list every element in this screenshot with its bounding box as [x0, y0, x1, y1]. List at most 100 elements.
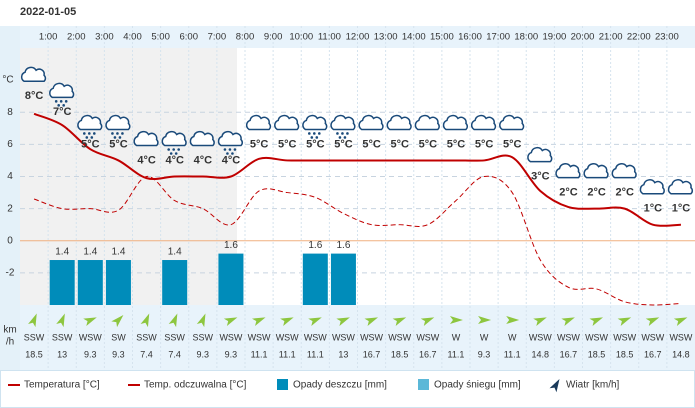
- wind-direction: SSW: [193, 332, 214, 342]
- rain-label: 1.4: [55, 247, 69, 258]
- cloud: [442, 114, 468, 131]
- wind-speed: 18.5: [616, 349, 634, 359]
- axis-band: [0, 26, 20, 370]
- wind-direction: W: [508, 332, 517, 342]
- y-tick-label: 6: [7, 139, 13, 150]
- wind-direction: WSW: [416, 332, 439, 342]
- wind-arrow: [336, 317, 350, 326]
- rain-drop: [310, 136, 314, 139]
- wind-direction: WSW: [304, 332, 327, 342]
- wind-arrow: [645, 317, 660, 326]
- cloud: [274, 114, 300, 131]
- rain-drop: [59, 100, 63, 103]
- weather-icon: [499, 114, 525, 131]
- cloud: [611, 163, 637, 179]
- legend-swatch: [549, 378, 560, 393]
- temperature-label: 2°C: [559, 187, 578, 199]
- hour-label: 5:00: [151, 32, 170, 43]
- temperature-label: 5°C: [306, 138, 325, 150]
- wind-speed: 14.8: [672, 349, 690, 359]
- hour-label: 21:00: [599, 32, 623, 43]
- hour-label: 1:00: [39, 32, 58, 43]
- weather-icon: [189, 130, 215, 147]
- cloud: [245, 114, 272, 131]
- rain-drop: [85, 136, 89, 139]
- wind-speed: 13: [338, 349, 348, 359]
- wind-speed: 11.1: [448, 349, 465, 359]
- cloud: [161, 130, 187, 147]
- weather-icon: [133, 130, 159, 147]
- wind-direction: WSW: [276, 332, 299, 342]
- temperature-label: 5°C: [475, 138, 494, 150]
- cloud: [639, 179, 665, 195]
- rain-bar: [218, 253, 244, 305]
- wind-speed: 18.5: [588, 349, 606, 359]
- wind-speed: 16.7: [644, 349, 662, 359]
- wind-arrow: [28, 313, 37, 328]
- weather-icon: [20, 66, 47, 82]
- cloud: [499, 114, 525, 131]
- wind-direction: WSW: [360, 332, 383, 342]
- feels-like-line: [33, 175, 681, 306]
- hour-label: 3:00: [95, 32, 114, 43]
- wind-direction: WSW: [219, 332, 242, 342]
- hour-label: 15:00: [430, 32, 454, 43]
- legend-box: [0, 370, 695, 408]
- rain-label: 1.4: [168, 247, 182, 258]
- rain-drop: [226, 152, 229, 155]
- hour-label: 12:00: [346, 32, 370, 43]
- temperature-label: 5°C: [447, 138, 466, 150]
- temperature-label: 4°C: [137, 154, 156, 166]
- rain-drop: [341, 132, 344, 135]
- weather-icon: [583, 163, 609, 179]
- rain-drop: [54, 100, 58, 103]
- wind-speed: 7.4: [168, 349, 181, 359]
- rain-drop: [118, 136, 122, 139]
- wind-arrow: [280, 317, 294, 326]
- wind-arrow: [140, 313, 150, 328]
- wind-arrow: [56, 313, 65, 328]
- rain-label: 1.4: [111, 247, 125, 258]
- rain-drop: [113, 136, 117, 139]
- wind-direction: WSW: [79, 332, 102, 342]
- cloud: [667, 179, 693, 195]
- cloud: [49, 82, 75, 99]
- rain-drop: [169, 152, 173, 155]
- temperature-label: 8°C: [25, 90, 44, 102]
- weather-icon: [77, 114, 103, 139]
- rain-drop: [167, 148, 170, 151]
- y-tick-label: 0: [7, 235, 13, 246]
- wind-speed: 16.7: [560, 349, 578, 359]
- wind-speed: 18.5: [25, 349, 43, 359]
- wind-speed: 14.8: [532, 349, 550, 359]
- wind-speed: 9.3: [84, 349, 97, 359]
- legend-label: Temp. odczuwalna [°C]: [144, 380, 247, 391]
- hour-label: 20:00: [571, 32, 595, 43]
- rain-drop: [233, 148, 237, 151]
- wind-arrow: [561, 317, 575, 326]
- weather-icon: [527, 147, 553, 163]
- wind-arrow: [223, 317, 238, 326]
- rain-drop: [177, 148, 180, 151]
- rain-drop: [338, 136, 342, 139]
- cloud: [555, 163, 581, 179]
- wind-arrow: [364, 317, 379, 326]
- rain-drop: [308, 132, 311, 135]
- wind-arrow: [673, 317, 688, 326]
- temperature-label: 2°C: [587, 187, 606, 199]
- legend-swatch: [277, 379, 288, 390]
- rain-bar: [302, 253, 328, 305]
- rain-drop: [116, 132, 119, 135]
- weather-icon: [386, 114, 412, 131]
- temperature-label: 4°C: [222, 154, 241, 166]
- rain-drop: [64, 100, 68, 103]
- rain-drop: [228, 148, 232, 151]
- legend-label: Opady deszczu [mm]: [293, 380, 387, 391]
- wind-speed: 7.4: [140, 349, 153, 359]
- cloud: [330, 114, 356, 131]
- hour-label: 16:00: [458, 32, 482, 43]
- date-title: 2022-01-05: [20, 6, 76, 18]
- hour-label: 9:00: [264, 32, 283, 43]
- rain-label: 1.6: [336, 240, 350, 251]
